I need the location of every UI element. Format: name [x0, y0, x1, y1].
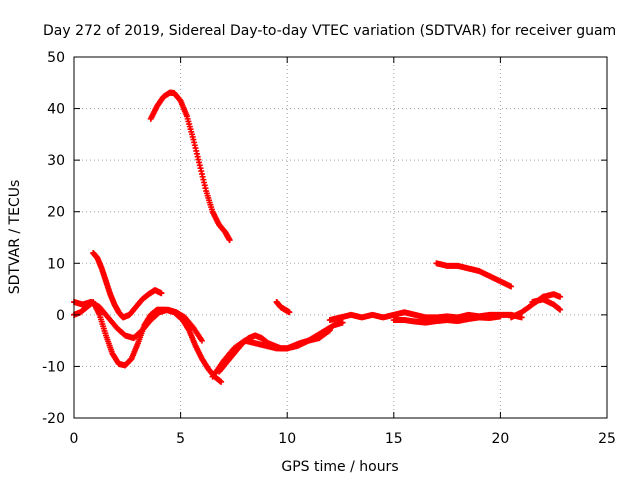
series-arc-10	[433, 260, 515, 290]
data-point	[226, 237, 233, 244]
data-point	[158, 290, 165, 297]
plot-frame	[73, 56, 608, 419]
x-tick-label: 25	[598, 431, 616, 447]
series-arc-1	[147, 89, 233, 244]
y-tick-label: 50	[47, 50, 65, 66]
y-tick-label: 20	[47, 205, 65, 221]
data-point	[557, 293, 564, 300]
y-tick-label: -20	[42, 411, 65, 427]
series-arc-9	[390, 313, 504, 326]
y-tick-label: 0	[56, 308, 65, 324]
data-layer	[71, 89, 564, 385]
x-tick-label: 5	[176, 431, 185, 447]
chart-title: Day 272 of 2019, Sidereal Day-to-day VTE…	[43, 23, 616, 39]
data-point	[325, 328, 332, 335]
y-tick-label: 40	[47, 102, 65, 118]
y-tick-label: 30	[47, 153, 65, 169]
series-arc-6	[209, 327, 333, 380]
data-point	[218, 378, 225, 385]
data-point	[518, 314, 525, 321]
x-tick-label: 20	[491, 431, 509, 447]
x-axis-label: GPS time / hours	[281, 459, 398, 475]
series-arc-4	[71, 298, 205, 344]
series-arc-7	[273, 298, 293, 316]
x-tick-label: 15	[385, 431, 403, 447]
data-point	[508, 283, 515, 290]
data-point	[286, 309, 293, 316]
data-point	[557, 306, 564, 313]
series-arc-2	[90, 249, 165, 321]
data-point	[497, 313, 504, 320]
y-tick-label: 10	[47, 256, 65, 272]
data-point	[326, 327, 333, 334]
data-point	[198, 337, 205, 344]
x-tick-label: 0	[70, 431, 79, 447]
tick-layer: 0 5 10 15 20 25 -20 -10 0 10 20 30 40 50	[42, 50, 616, 447]
data-point	[339, 319, 346, 326]
y-axis-label: SDTVAR / TECUs	[7, 180, 23, 295]
x-tick-label: 10	[278, 431, 296, 447]
series-arc-12	[529, 296, 564, 313]
y-tick-label: -10	[42, 359, 65, 375]
